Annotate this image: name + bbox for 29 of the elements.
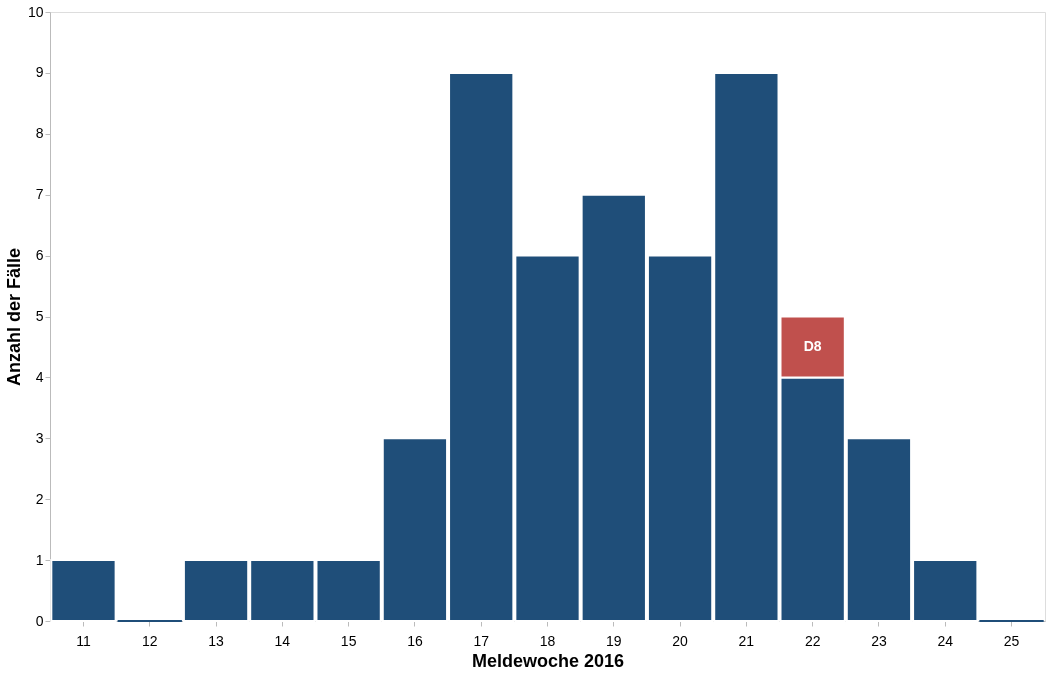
y-tick-label: 10	[27, 3, 44, 20]
y-tick-label: 3	[35, 429, 44, 446]
x-tick-label: 14	[274, 632, 291, 649]
x-tick-label: 15	[340, 632, 357, 649]
x-tick-label: 18	[539, 632, 556, 649]
x-tick-label: 19	[606, 632, 622, 649]
x-tick-label: 25	[1003, 632, 1020, 649]
x-axis-title: Meldewoche 2016	[471, 650, 625, 671]
x-tick-label: 12	[141, 632, 158, 649]
y-tick-label: 7	[35, 186, 44, 203]
y-axis-title: Anzahl der Fälle	[3, 247, 24, 387]
x-tick-label: 23	[871, 632, 887, 649]
series-label: D8	[803, 337, 822, 354]
y-tick-label: 2	[35, 490, 44, 507]
y-tick-label: 5	[35, 308, 44, 324]
y-tick-label: 8	[35, 125, 44, 142]
y-tick-label: 9	[35, 64, 44, 81]
x-tick-label: 21	[738, 632, 755, 649]
x-tick-label: 22	[804, 632, 821, 649]
y-tick-label: 6	[35, 247, 44, 264]
y-tick-label: 4	[35, 368, 44, 385]
y-tick-label: 1	[35, 551, 44, 568]
y-tick-label: 0	[35, 612, 44, 629]
x-tick-label: 20	[672, 632, 689, 649]
x-tick-label: 24	[937, 632, 954, 649]
x-tick-label: 16	[407, 632, 423, 649]
x-tick-label: 13	[208, 632, 225, 649]
x-tick-label: 11	[76, 632, 91, 649]
x-tick-label: 17	[473, 632, 490, 649]
